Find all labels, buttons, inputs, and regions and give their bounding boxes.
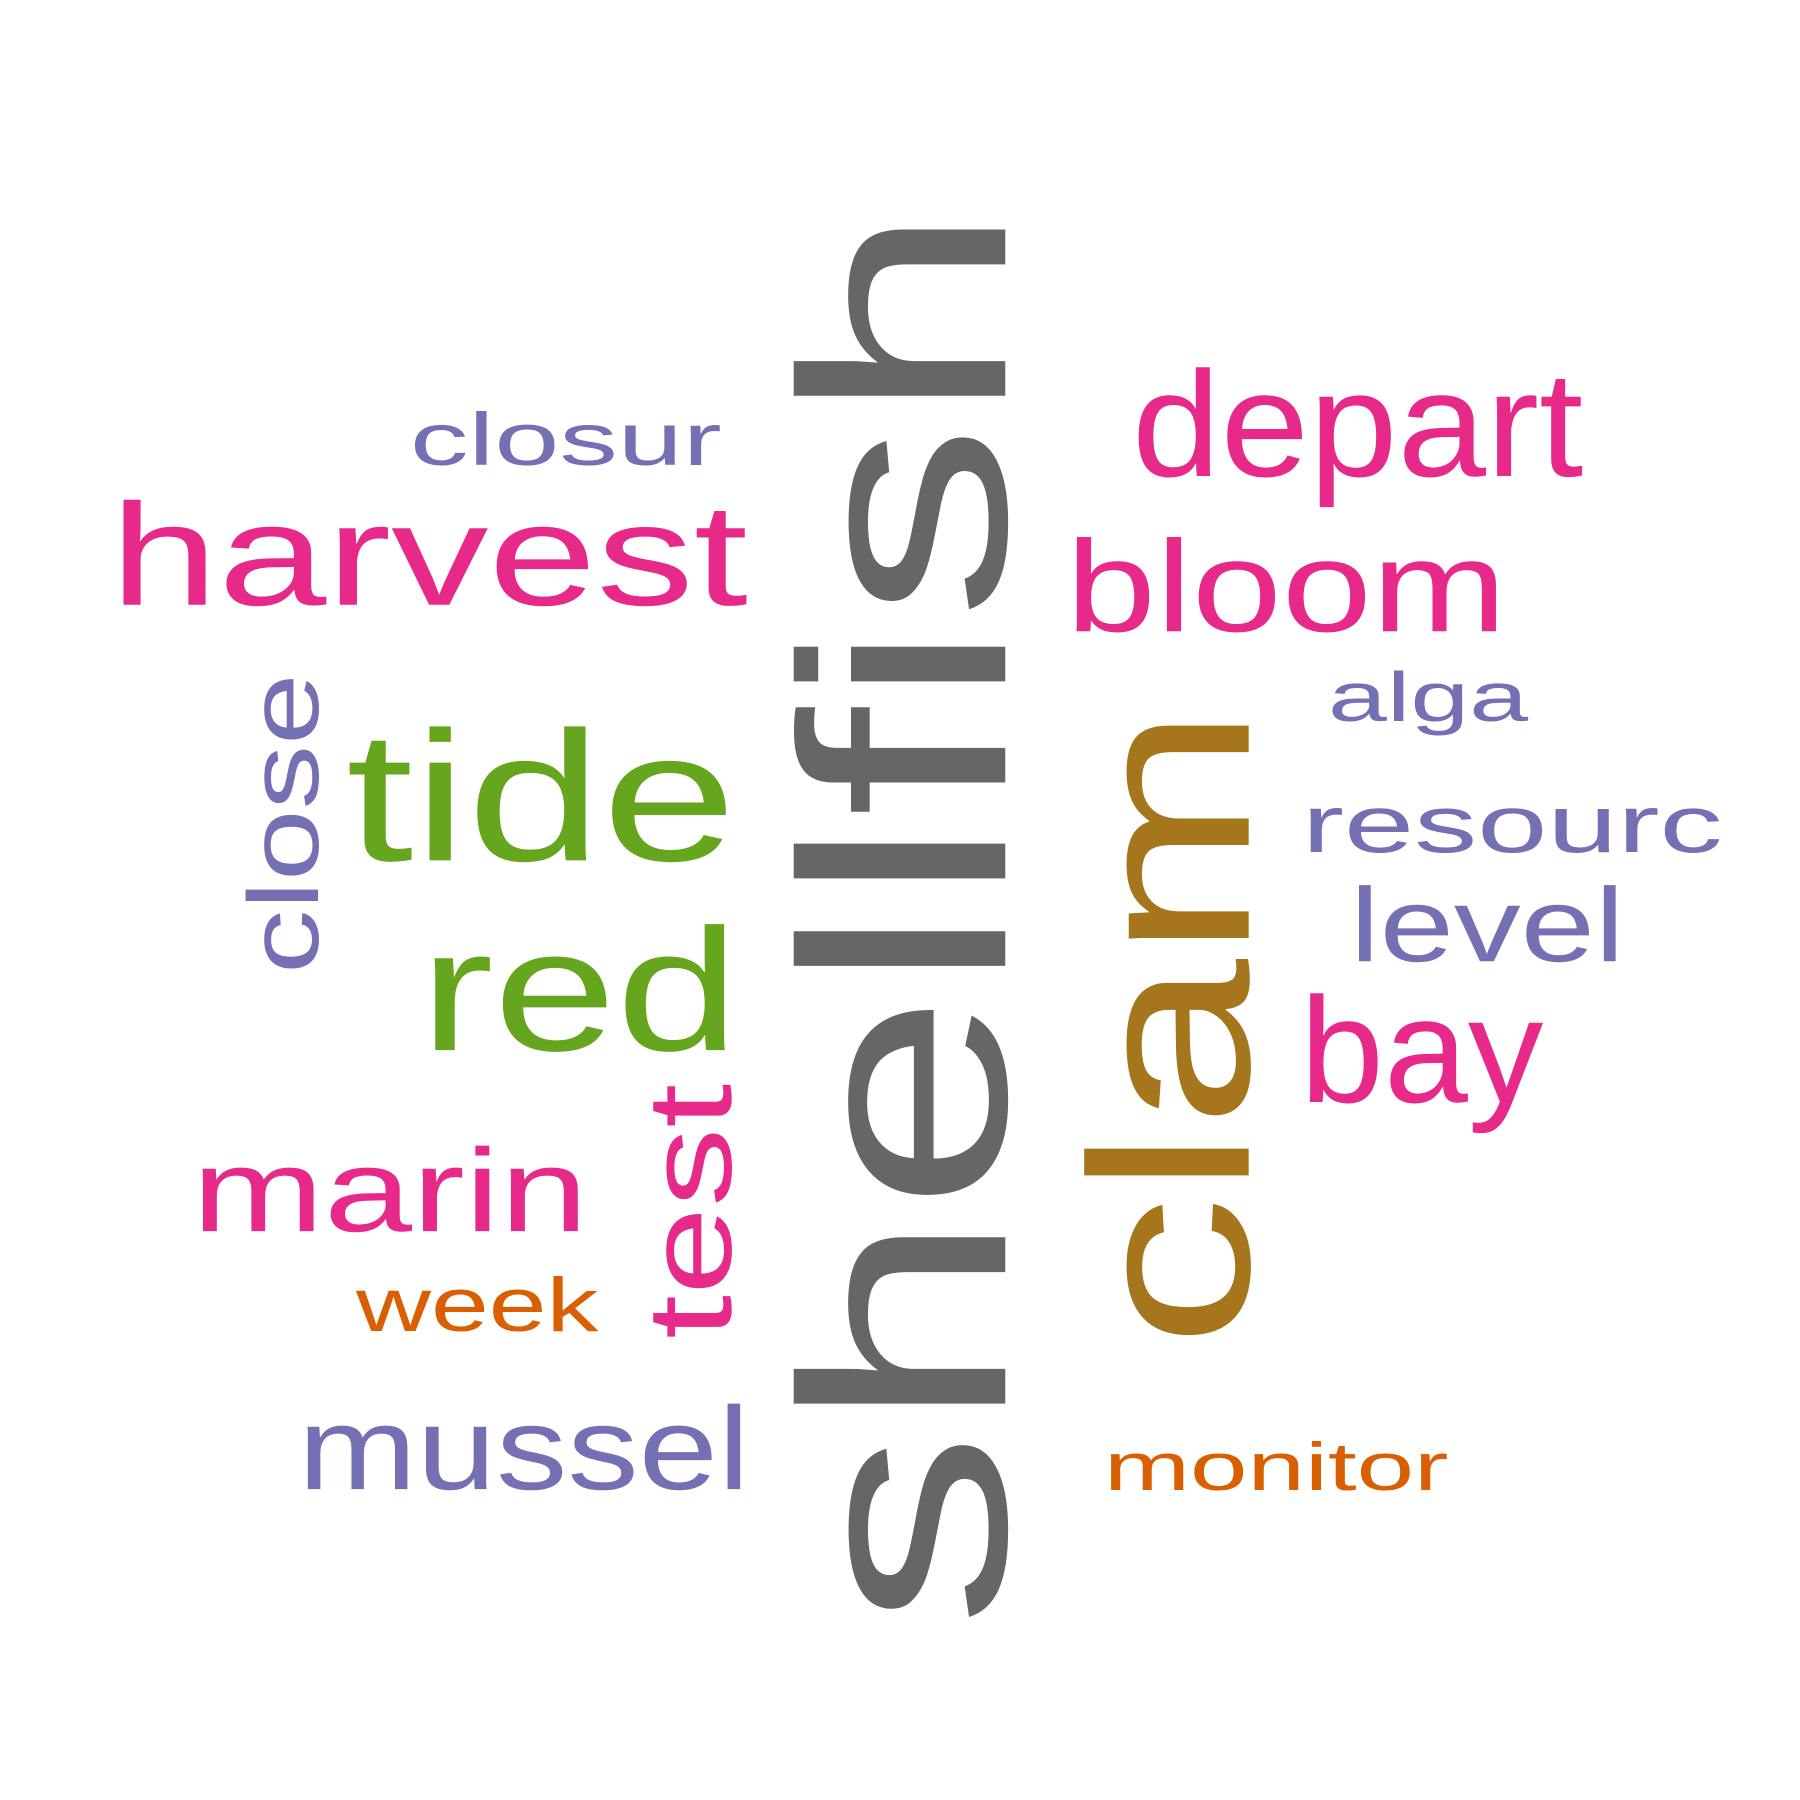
word-monitor: monitor	[1104, 1428, 1449, 1506]
word-red: red	[420, 893, 739, 1089]
word-marin: marin	[192, 1124, 589, 1258]
word-bloom: bloom	[1066, 514, 1507, 660]
word-bay: bay	[1300, 967, 1544, 1135]
word-close: close	[228, 673, 340, 974]
word-closur: closur	[410, 398, 722, 482]
word-shellfish: shellfish	[742, 203, 1070, 1628]
word-week: week	[356, 1262, 599, 1348]
word-test: test	[622, 1083, 758, 1339]
word-harvest: harvest	[110, 474, 748, 637]
word-resourc: resourc	[1302, 778, 1723, 870]
word-depart: depart	[1132, 341, 1584, 509]
word-mussel: mussel	[298, 1382, 750, 1516]
word-level: level	[1350, 866, 1625, 985]
word-tide: tide	[346, 693, 737, 902]
word-alga: alga	[1328, 657, 1529, 737]
word-clam: clam	[1044, 705, 1299, 1348]
